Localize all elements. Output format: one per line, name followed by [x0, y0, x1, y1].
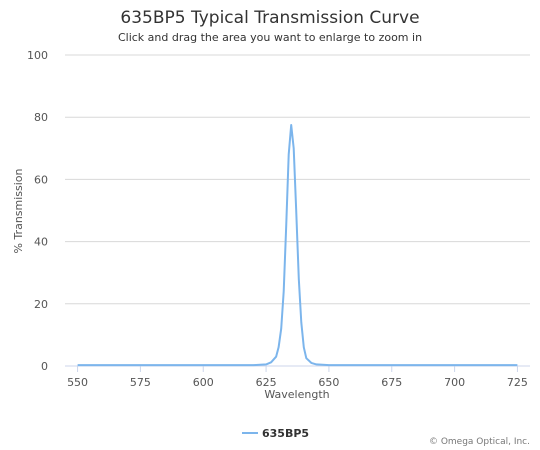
x-axis-title: Wavelength [264, 388, 329, 401]
series-line-635bp5[interactable] [77, 124, 518, 367]
x-tick-label: 575 [130, 376, 151, 389]
legend[interactable]: 635BP5 [242, 427, 309, 440]
x-tick-label: 725 [507, 376, 528, 389]
y-tick-label: 0 [41, 360, 48, 373]
y-tick-label: 80 [34, 111, 48, 124]
x-tick-label: 675 [381, 376, 402, 389]
credits-link[interactable]: © Omega Optical, Inc. [429, 437, 530, 447]
y-tick-label: 100 [27, 49, 48, 62]
chart-title: 635BP5 Typical Transmission Curve [120, 8, 419, 28]
y-tick-label: 20 [34, 298, 48, 311]
legend-item-635bp5[interactable]: 635BP5 [262, 427, 309, 440]
y-tick-label: 40 [34, 236, 48, 249]
x-tick-label: 600 [193, 376, 214, 389]
y-tick-label: 60 [34, 173, 48, 186]
x-tick-label: 700 [444, 376, 465, 389]
grid-lines [65, 54, 530, 305]
x-tick-label: 550 [67, 376, 88, 389]
chart-subtitle: Click and drag the area you want to enla… [118, 31, 422, 44]
x-tick-label: 650 [318, 376, 339, 389]
axes: 0 20 40 60 80 100 550 575 600 625 650 675 700 725 [27, 49, 530, 389]
plot-area[interactable] [77, 124, 518, 367]
x-tick-label: 625 [256, 376, 277, 389]
y-axis-title: % Transmission [12, 168, 25, 253]
